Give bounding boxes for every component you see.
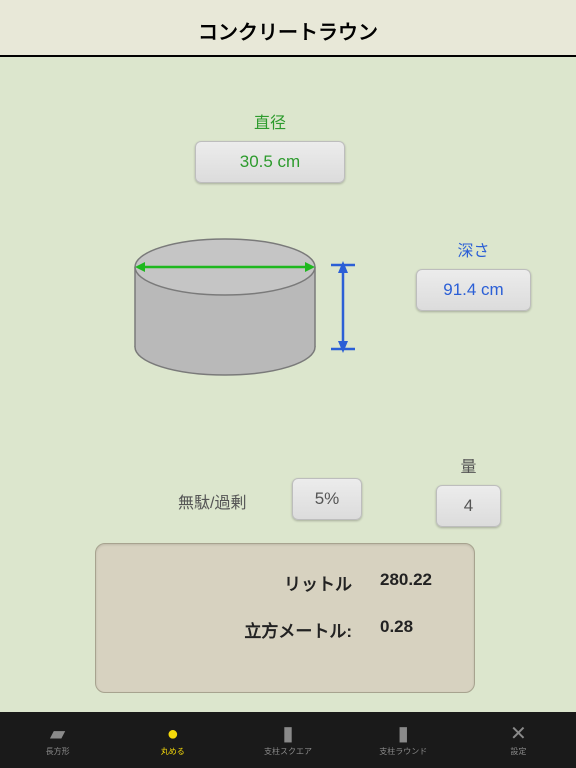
header: コンクリートラウン [0,0,576,57]
tab-label: 丸める [161,746,185,757]
quantity-group: 量 4 [436,453,501,527]
tab-label: 設定 [510,746,526,757]
tab-square-post[interactable]: ▮ 支柱スクエア [230,712,345,768]
diameter-input[interactable]: 30.5 cm [195,141,345,183]
tab-label: 長方形 [46,746,70,757]
tab-label: 支柱ラウンド [379,746,427,757]
result-row-liters: リットル 280.22 [120,570,450,595]
page-title: コンクリートラウン [0,16,576,45]
waste-input[interactable]: 5% [292,478,362,520]
round-post-icon: ▮ [398,724,409,744]
square-post-icon: ▮ [283,724,294,744]
tab-rectangle[interactable]: ▰ 長方形 [0,712,115,768]
rectangle-icon: ▰ [50,724,65,744]
diameter-label: 直径 [195,109,345,133]
depth-label: 深さ [416,237,531,261]
result-panel: リットル 280.22 立方メートル: 0.28 [95,543,475,693]
main-area: 直径 30.5 cm 深さ 91.4 cm 量 4 無駄/過剰 5 [0,57,576,712]
cylinder-diagram [125,227,385,392]
depth-group: 深さ 91.4 cm [416,237,531,311]
tab-label: 支柱スクエア [264,746,312,757]
m3-label: 立方メートル: [202,617,352,642]
diameter-group: 直径 30.5 cm [195,109,345,183]
waste-label: 無駄/過剰 [178,489,246,513]
settings-icon: ✕ [510,724,527,744]
tab-settings[interactable]: ✕ 設定 [461,712,576,768]
result-row-m3: 立方メートル: 0.28 [120,617,450,642]
tab-round-post[interactable]: ▮ 支柱ラウンド [346,712,461,768]
depth-input[interactable]: 91.4 cm [416,269,531,311]
tab-bar: ▰ 長方形 ● 丸める ▮ 支柱スクエア ▮ 支柱ラウンド ✕ 設定 [0,712,576,768]
tab-round[interactable]: ● 丸める [115,712,230,768]
m3-value: 0.28 [380,617,450,642]
liters-value: 280.22 [380,570,450,595]
quantity-label: 量 [436,453,501,477]
round-icon: ● [167,724,179,744]
quantity-input[interactable]: 4 [436,485,501,527]
liters-label: リットル [202,570,352,595]
